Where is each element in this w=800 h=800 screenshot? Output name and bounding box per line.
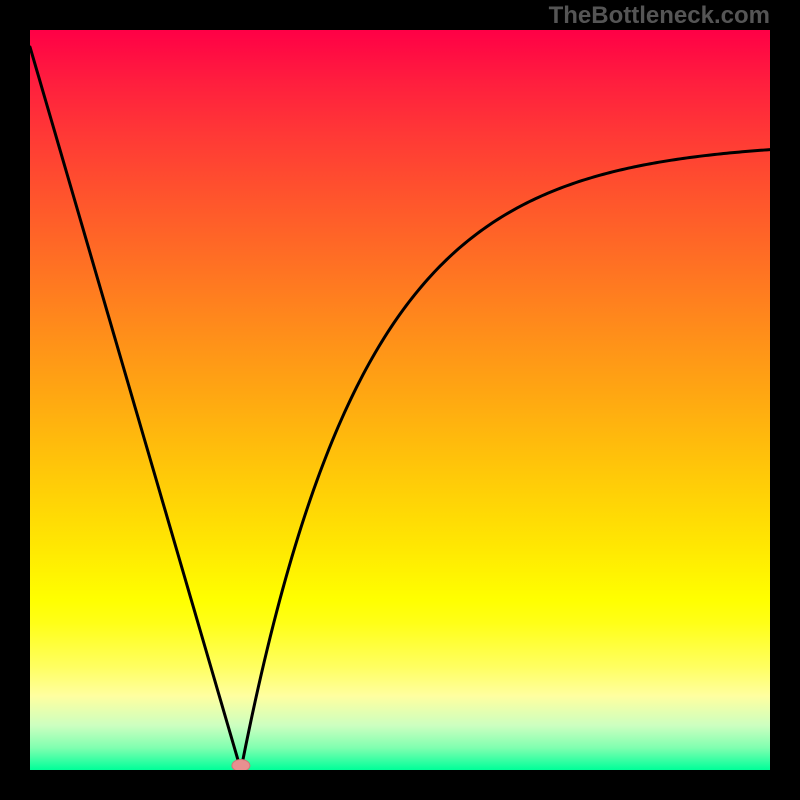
plot-area xyxy=(30,30,770,770)
notch-marker xyxy=(232,760,250,770)
curve-layer xyxy=(30,30,770,770)
chart-container: TheBottleneck.com xyxy=(0,0,800,800)
bottleneck-curve xyxy=(30,47,770,766)
watermark-text: TheBottleneck.com xyxy=(549,2,770,30)
